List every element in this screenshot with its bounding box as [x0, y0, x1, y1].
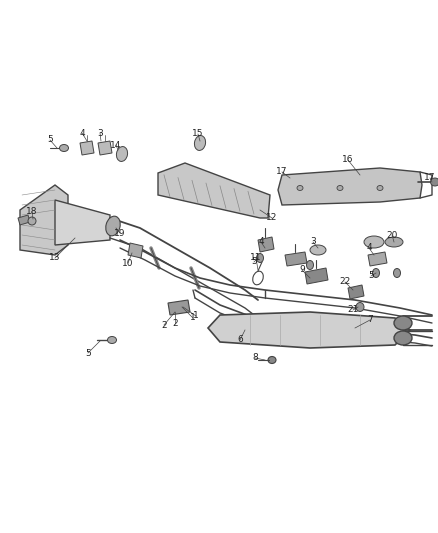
Ellipse shape: [268, 357, 276, 364]
Ellipse shape: [372, 269, 379, 278]
Text: 17: 17: [424, 174, 436, 182]
Ellipse shape: [310, 245, 326, 255]
Text: 4: 4: [79, 128, 85, 138]
Text: 3: 3: [310, 238, 316, 246]
Polygon shape: [368, 252, 387, 266]
Ellipse shape: [107, 336, 117, 343]
Text: 17: 17: [276, 167, 288, 176]
Polygon shape: [128, 243, 143, 258]
Polygon shape: [278, 168, 422, 205]
Ellipse shape: [431, 178, 438, 186]
Polygon shape: [98, 141, 112, 155]
Polygon shape: [158, 163, 270, 218]
Ellipse shape: [307, 261, 314, 270]
Text: 4: 4: [258, 238, 264, 246]
Text: 5: 5: [47, 135, 53, 144]
Polygon shape: [258, 237, 274, 252]
Text: 9: 9: [299, 265, 305, 274]
Ellipse shape: [385, 237, 403, 247]
Polygon shape: [305, 268, 328, 284]
Text: 4: 4: [366, 244, 372, 253]
Text: 5: 5: [368, 271, 374, 280]
Text: 5: 5: [251, 257, 257, 266]
Polygon shape: [18, 215, 30, 225]
Text: 5: 5: [85, 349, 91, 358]
Text: 7: 7: [367, 316, 373, 325]
Ellipse shape: [377, 185, 383, 190]
Text: 14: 14: [110, 141, 122, 149]
Text: 2: 2: [172, 319, 178, 327]
Text: 11: 11: [250, 254, 262, 262]
Ellipse shape: [106, 216, 120, 236]
Text: 2: 2: [161, 320, 167, 329]
Text: 8: 8: [252, 353, 258, 362]
Text: 21: 21: [347, 305, 359, 314]
Polygon shape: [55, 200, 110, 245]
Ellipse shape: [393, 269, 400, 278]
Ellipse shape: [394, 331, 412, 345]
Polygon shape: [20, 185, 68, 255]
Text: 12: 12: [266, 214, 278, 222]
Text: 22: 22: [339, 278, 351, 287]
Text: 18: 18: [26, 207, 38, 216]
Polygon shape: [208, 312, 410, 348]
Polygon shape: [80, 141, 94, 155]
Polygon shape: [348, 285, 364, 299]
Text: 20: 20: [386, 230, 398, 239]
Ellipse shape: [297, 185, 303, 190]
Ellipse shape: [257, 254, 264, 262]
Text: 13: 13: [49, 254, 61, 262]
Text: 16: 16: [342, 156, 354, 165]
Ellipse shape: [394, 316, 412, 330]
Text: 19: 19: [114, 229, 126, 238]
Text: 3: 3: [97, 128, 103, 138]
Text: 6: 6: [237, 335, 243, 344]
Ellipse shape: [117, 147, 127, 161]
Polygon shape: [285, 252, 307, 266]
Text: 15: 15: [192, 130, 204, 139]
Ellipse shape: [356, 303, 364, 311]
Text: 10: 10: [122, 259, 134, 268]
Ellipse shape: [194, 135, 205, 150]
Ellipse shape: [337, 185, 343, 190]
Text: 1: 1: [193, 311, 199, 320]
Ellipse shape: [28, 217, 36, 225]
Polygon shape: [168, 300, 190, 315]
Text: 1: 1: [190, 313, 196, 322]
Ellipse shape: [364, 236, 384, 248]
Ellipse shape: [60, 144, 68, 151]
